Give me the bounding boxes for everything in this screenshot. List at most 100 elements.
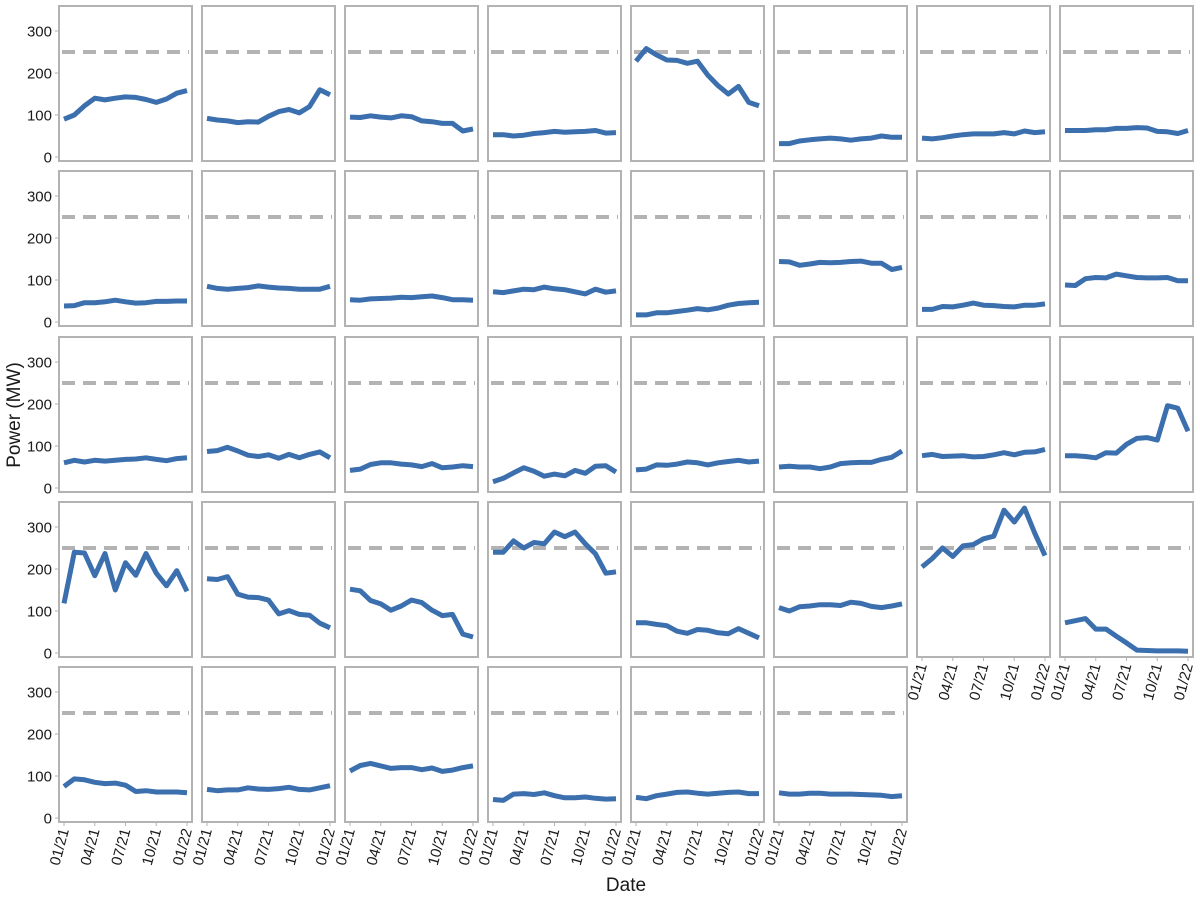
panel-border [1059, 336, 1194, 493]
x-tick-label: 01/21 [47, 827, 73, 868]
x-tick-label: 04/21 [792, 827, 818, 868]
x-tick-label: 07/21 [394, 827, 420, 868]
series-line [206, 283, 331, 292]
y-tick-label: 100 [27, 769, 52, 786]
x-tick-label: 07/21 [537, 827, 563, 868]
panel-border [58, 336, 193, 493]
y-axis-title: Power (MW) [4, 362, 25, 468]
facet-panel [344, 336, 479, 493]
series-line [206, 87, 332, 126]
panel-border [1059, 501, 1194, 658]
series-line [778, 258, 903, 272]
facet-panel [773, 336, 908, 493]
panel-border [487, 336, 622, 493]
y-tick-label: 0 [44, 481, 52, 498]
series-line [635, 789, 759, 802]
series-line [492, 284, 617, 297]
facet-panel [201, 5, 336, 162]
y-tick-label: 0 [44, 315, 52, 332]
y-tick-label: 100 [27, 108, 52, 125]
series-line [61, 549, 190, 604]
y-tick-label: 100 [27, 439, 52, 456]
facet-panel [630, 501, 765, 658]
panel-border [201, 336, 336, 493]
panel-border [1059, 170, 1194, 327]
facet-panel: 01/21 04/21 07/21 10/21 01/22 [190, 666, 339, 868]
facet-panel [487, 5, 622, 162]
facet-panel [773, 170, 908, 327]
x-axis-title: Date [606, 875, 646, 896]
x-tick-label: 10/21 [711, 827, 737, 868]
facet-panel: 0 100 200 300 [27, 336, 193, 498]
series-line [493, 529, 617, 576]
panels-layer: 0 100 200 300 0 100 200 300 0 100 200 300 0 100 200 300… [27, 5, 1197, 868]
series-line [922, 300, 1046, 312]
facet-panel [201, 170, 336, 327]
facet-panel [630, 336, 765, 493]
series-line [921, 446, 1046, 460]
y-tick-label: 200 [27, 66, 52, 83]
facet-panel [344, 5, 479, 162]
series-line [63, 455, 188, 466]
panel-border [201, 666, 336, 823]
series-line [921, 128, 1046, 142]
x-tick-label: 07/21 [680, 827, 706, 868]
y-tick-label: 200 [27, 397, 52, 414]
x-tick-label: 01/22 [885, 827, 911, 868]
panel-border [344, 501, 479, 658]
series-line [636, 620, 761, 641]
panel-border [201, 170, 336, 327]
facet-panel: 01/21 04/21 07/21 10/21 01/22 [762, 666, 911, 868]
facet-panel [630, 5, 765, 162]
panel-border [630, 5, 765, 162]
facet-panel [1059, 5, 1194, 162]
facet-panel [773, 5, 908, 162]
y-tick-label: 0 [44, 150, 52, 167]
panel-border [487, 501, 622, 658]
panel-border [344, 666, 479, 823]
x-tick-label: 10/21 [425, 827, 451, 868]
panel-border [916, 336, 1051, 493]
x-tick-label: 10/21 [139, 827, 165, 868]
series-line [1064, 271, 1188, 288]
facet-panel [773, 501, 908, 658]
series-line [778, 448, 904, 472]
x-tick-label: 04/21 [935, 662, 961, 703]
series-line [349, 586, 474, 640]
facet-panel [1059, 170, 1194, 327]
panel-border [773, 501, 908, 658]
facet-panel [916, 336, 1051, 493]
series-line [920, 505, 1048, 569]
facet-panel [201, 501, 336, 658]
facet-panel: 0 100 200 300 [27, 5, 193, 167]
y-tick-label: 100 [27, 273, 52, 290]
panel-border [916, 170, 1051, 327]
y-tick-label: 100 [27, 604, 52, 621]
series-line [63, 297, 187, 309]
x-tick-label: 10/21 [997, 662, 1023, 703]
facet-panel: 01/21 04/21 07/21 10/21 01/22 [476, 666, 625, 868]
facet-panel [630, 170, 765, 327]
x-tick-label: 07/21 [251, 827, 277, 868]
facet-panel [487, 501, 622, 658]
series-line [349, 113, 474, 134]
facet-panel: 0 100 200 300 [27, 170, 193, 332]
x-tick-label: 01/22 [1171, 662, 1197, 703]
panel-border [773, 170, 908, 327]
x-tick-label: 10/21 [1140, 662, 1166, 703]
panel-border [344, 5, 479, 162]
series-line [206, 444, 332, 461]
series-line [635, 457, 760, 473]
x-tick-label: 04/21 [649, 827, 675, 868]
panel-border [487, 170, 622, 327]
y-tick-label: 300 [27, 189, 52, 206]
series-line [634, 46, 760, 109]
facet-panel: 0 100 200 300 [27, 501, 193, 663]
series-line [493, 128, 617, 139]
facet-panel: 01/21 04/21 07/21 10/21 01/22 [333, 666, 482, 868]
x-tick-label: 04/21 [220, 827, 246, 868]
facet-panel [344, 170, 479, 327]
series-line [778, 790, 903, 800]
facet-panel: 01/21 04/21 07/21 10/21 01/22 [1048, 501, 1197, 703]
y-tick-label: 300 [27, 520, 52, 537]
